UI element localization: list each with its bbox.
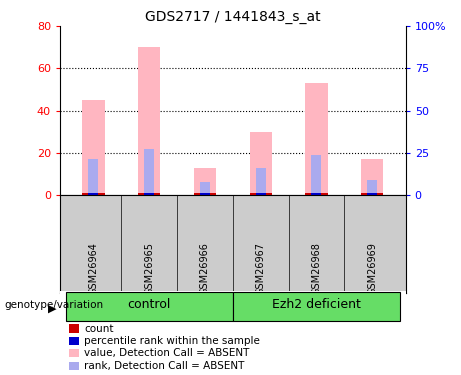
Title: GDS2717 / 1441843_s_at: GDS2717 / 1441843_s_at [145, 10, 320, 24]
Text: count: count [84, 324, 113, 333]
Text: ▶: ▶ [48, 303, 57, 313]
Bar [89, 159, 98, 195]
Bar [65, 292, 233, 321]
Text: genotype/variation: genotype/variation [5, 300, 104, 310]
Text: percentile rank within the sample: percentile rank within the sample [84, 336, 260, 346]
Bar [312, 194, 321, 195]
Bar [305, 193, 328, 195]
Bar [361, 193, 384, 195]
Bar [367, 194, 377, 195]
Bar [138, 47, 160, 195]
Bar [233, 292, 400, 321]
Bar [82, 193, 105, 195]
Bar [256, 194, 266, 195]
Bar [249, 193, 272, 195]
Bar [194, 168, 216, 195]
Bar [200, 182, 210, 195]
Text: rank, Detection Call = ABSENT: rank, Detection Call = ABSENT [84, 361, 244, 370]
Bar [312, 155, 321, 195]
Bar [144, 148, 154, 195]
Text: value, Detection Call = ABSENT: value, Detection Call = ABSENT [84, 348, 249, 358]
Bar [361, 159, 384, 195]
Text: control: control [128, 298, 171, 312]
Bar [200, 194, 210, 195]
Bar [367, 180, 377, 195]
Bar [82, 100, 105, 195]
Bar [249, 132, 272, 195]
Bar [144, 194, 154, 195]
Bar [256, 168, 266, 195]
Bar [194, 193, 216, 195]
Text: Ezh2 deficient: Ezh2 deficient [272, 298, 361, 312]
Bar [138, 193, 160, 195]
Bar [89, 194, 98, 195]
Bar [305, 83, 328, 195]
